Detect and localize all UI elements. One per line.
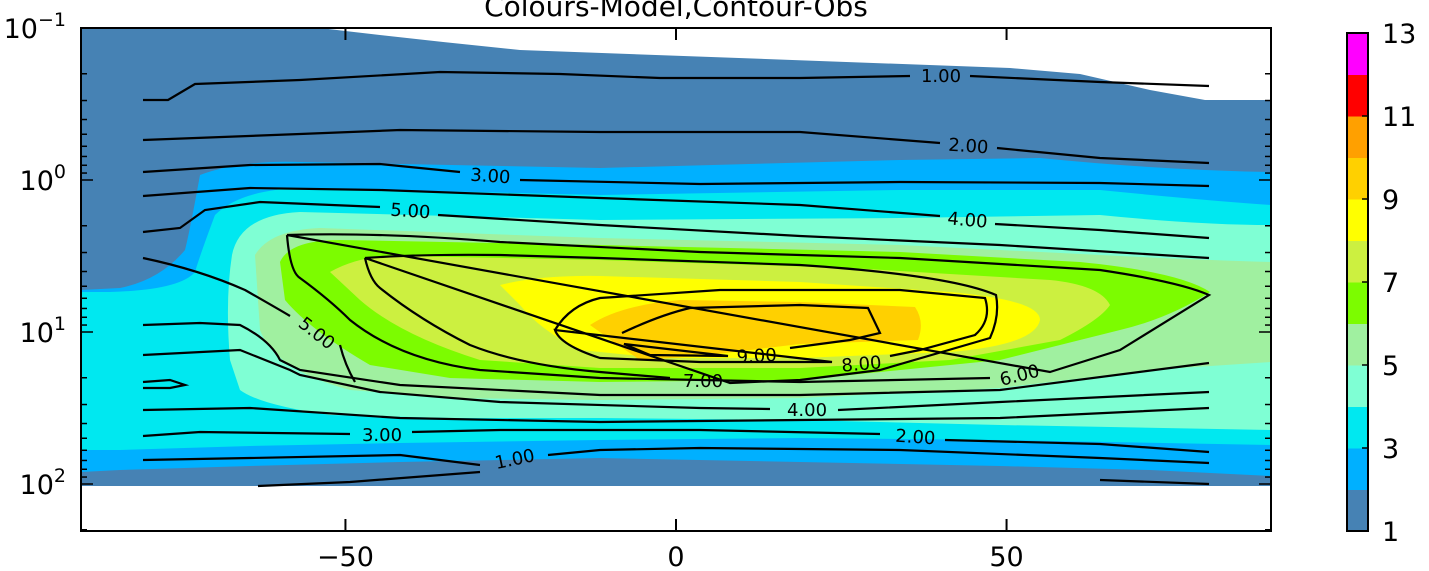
obs-contour-4-lower	[142, 348, 1210, 412]
contour-label: 4.00	[787, 400, 827, 421]
colorbar-segment	[1347, 406, 1368, 449]
model-filled-contours	[81, 28, 1271, 486]
colorbar-segment	[1347, 323, 1368, 366]
colorbar-tick-label: 7	[1382, 268, 1399, 299]
y-tick-label: 100	[20, 161, 66, 197]
contour-label: 8.00	[841, 352, 883, 376]
contour-label: 7.00	[683, 371, 723, 392]
x-tick-label: −50	[317, 542, 374, 571]
obs-contour-8	[553, 288, 989, 364]
obs-contour-1-upper	[143, 70, 1210, 102]
obs-contour-lines	[142, 70, 1212, 488]
contour-label: 2.00	[895, 426, 936, 450]
y-tick-label: 10−1	[4, 9, 66, 45]
y-axis	[81, 27, 1271, 531]
contour-label: 9.00	[736, 345, 777, 368]
obs-contour-1-lower	[257, 470, 1210, 488]
obs-contour-5-lower-left	[142, 256, 356, 383]
colorbar-segment	[1347, 74, 1368, 117]
colorbar-tick-label: 3	[1382, 434, 1399, 465]
contour-label: 1.00	[921, 66, 961, 87]
contour-label: 2.00	[948, 135, 989, 159]
colorbar-segment	[1347, 199, 1368, 241]
obs-contour-4-upper	[142, 186, 1210, 240]
colorbar-segment	[1347, 33, 1368, 75]
colorbar-tick-label: 5	[1382, 351, 1399, 382]
contour-label: 3.00	[470, 165, 511, 189]
contour-label: 5.00	[390, 200, 431, 224]
colorbar-segment	[1347, 240, 1368, 283]
colorbar-segment	[1347, 448, 1368, 490]
obs-contour-3-lower	[142, 378, 1210, 424]
y-tick-label: 101	[20, 313, 66, 349]
colorbar-tick-label: 1	[1382, 517, 1399, 548]
colorbar-segment	[1347, 157, 1368, 200]
x-tick-labels: −50 0 50	[317, 542, 1024, 571]
obs-contour-9	[621, 303, 882, 358]
model-fill-level-9	[590, 300, 921, 360]
x-axis	[344, 28, 1008, 531]
colorbar-segment	[1347, 116, 1368, 158]
obs-contour-5-upper	[142, 200, 1210, 260]
obs-contour-3-upper	[142, 162, 1210, 188]
colorbar-segment	[1347, 282, 1368, 324]
x-tick-label: 50	[989, 542, 1023, 571]
contour-label: 4.00	[947, 208, 989, 232]
chart-title: Colours-Model,Contour-Obs	[484, 0, 868, 23]
y-tick-labels: 10−1 100 101 102	[4, 9, 66, 501]
colorbar-segment	[1347, 365, 1368, 407]
obs-contour-6	[285, 233, 1212, 384]
obs-contour-5-lower	[142, 321, 1210, 397]
obs-contour-7	[363, 253, 999, 385]
y-tick-label: 102	[20, 465, 66, 501]
colorbar-tick-label: 11	[1382, 102, 1416, 133]
colorbar-tick-label: 9	[1382, 185, 1399, 216]
colorbar-segment	[1347, 489, 1368, 532]
x-tick-label: 0	[667, 542, 684, 571]
colorbar-tick-label: 13	[1382, 19, 1416, 50]
obs-contour-2-upper	[142, 128, 1210, 165]
obs-contour-3-lower2	[142, 428, 1210, 454]
obs-contour-2-lower	[142, 446, 1210, 467]
contour-label: 3.00	[362, 425, 402, 446]
